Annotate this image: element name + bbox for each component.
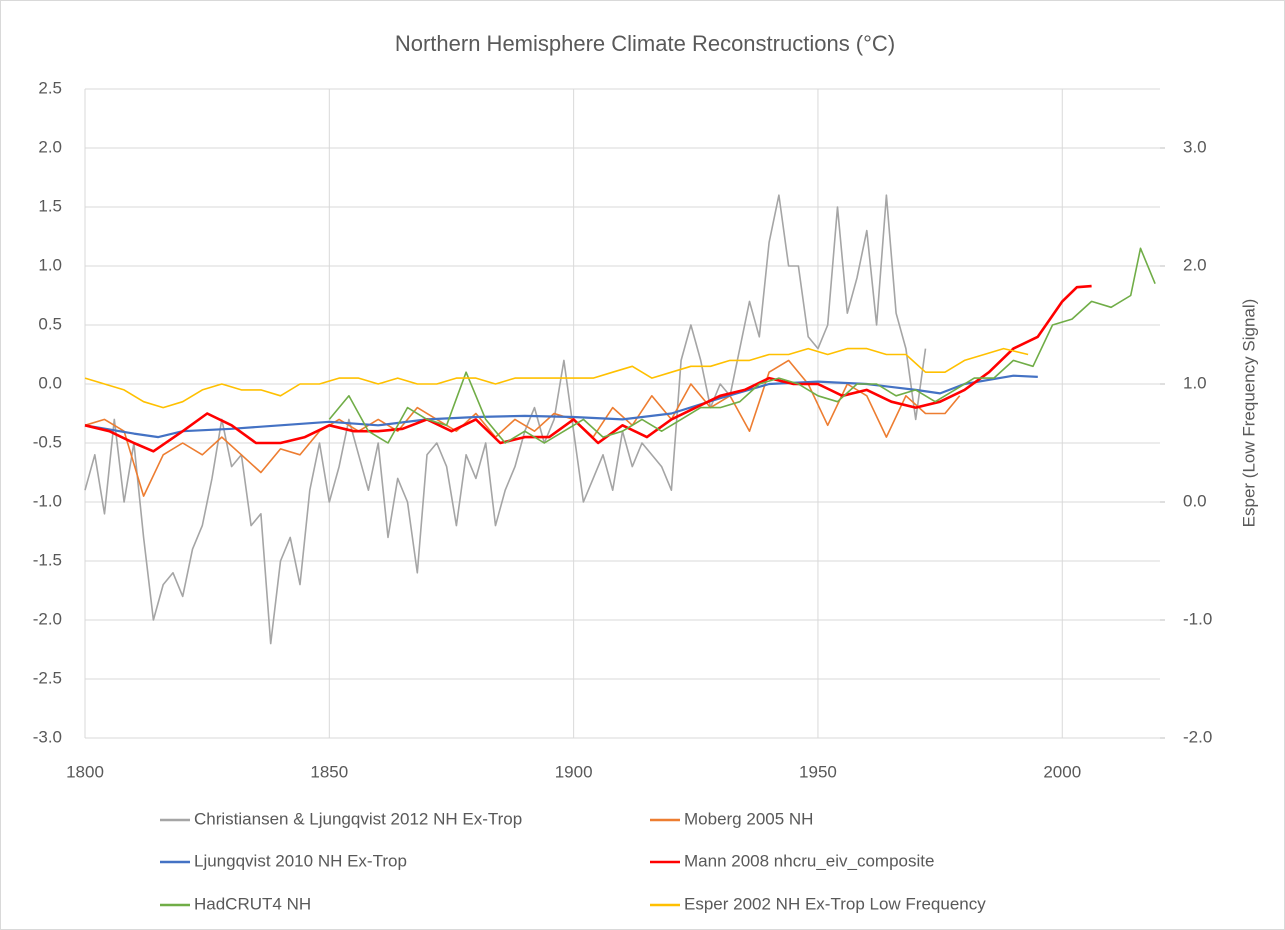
- series-line: [84, 347, 1029, 409]
- y2-tick-label: 0.0: [1183, 491, 1207, 510]
- y2-axis-title: Esper (Low Frequency Signal): [1239, 299, 1258, 528]
- legend-label: Mann 2008 nhcru_eiv_composite: [684, 851, 934, 870]
- y2-tick-label: -1.0: [1183, 609, 1212, 628]
- x-tick-label: 1800: [66, 762, 104, 781]
- x-tick-label: 1950: [799, 762, 837, 781]
- y-tick-label: -1.0: [33, 491, 62, 510]
- series-line: [84, 359, 961, 497]
- y-tick-label: 1.5: [38, 196, 62, 215]
- y-tick-label: 1.0: [38, 255, 62, 274]
- series-line: [84, 284, 1092, 453]
- y-tick-label: -1.5: [33, 550, 62, 569]
- y-tick-label: 2.0: [38, 137, 62, 156]
- series-line: [84, 374, 1038, 439]
- legend-label: Esper 2002 NH Ex-Trop Low Frequency: [684, 894, 986, 913]
- y-tick-label: 0.5: [38, 314, 62, 333]
- x-tick-label: 1900: [555, 762, 593, 781]
- y-tick-label: -2.0: [33, 609, 62, 628]
- y-tick-label: 2.5: [38, 78, 62, 97]
- x-tick-label: 1850: [310, 762, 348, 781]
- y2-tick-label: 1.0: [1183, 373, 1207, 392]
- series-line: [328, 247, 1156, 444]
- legend-label: Moberg 2005 NH: [684, 809, 813, 828]
- y-tick-label: -2.5: [33, 668, 62, 687]
- legend-label: Christiansen & Ljungqvist 2012 NH Ex-Tro…: [194, 809, 522, 828]
- y-tick-label: 0.0: [38, 373, 62, 392]
- y-tick-label: -3.0: [33, 727, 62, 746]
- y2-tick-label: 3.0: [1183, 137, 1207, 156]
- y-tick-label: -0.5: [33, 432, 62, 451]
- y2-tick-label: 2.0: [1183, 255, 1207, 274]
- legend-label: Ljungqvist 2010 NH Ex-Trop: [194, 851, 407, 870]
- y2-tick-label: -2.0: [1183, 727, 1212, 746]
- x-tick-label: 2000: [1043, 762, 1081, 781]
- legend-label: HadCRUT4 NH: [194, 894, 311, 913]
- chart-title: Northern Hemisphere Climate Reconstructi…: [395, 31, 895, 56]
- series-line: [84, 194, 927, 645]
